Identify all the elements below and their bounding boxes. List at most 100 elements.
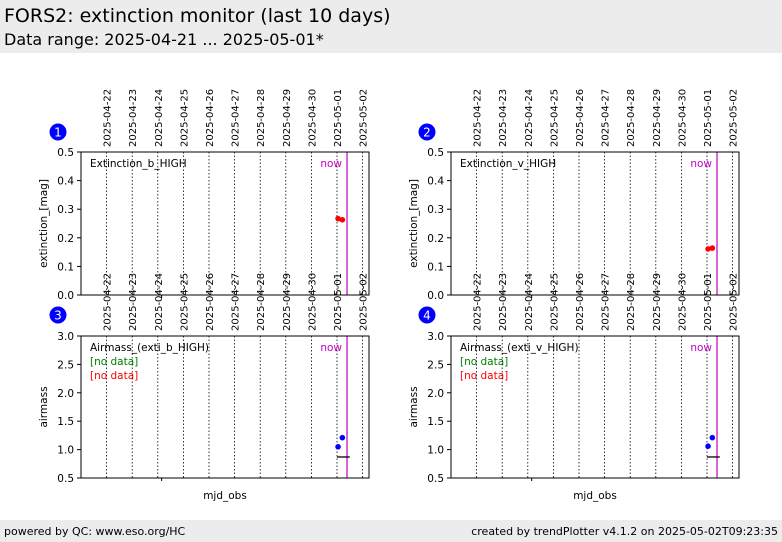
panel1-y-tick-label: 0.0 — [57, 290, 74, 302]
panel4-no-data-note: [no data] — [460, 370, 508, 382]
panel4-date-tick-label: 2025-04-23 — [498, 273, 509, 331]
panel3-date-tick-label: 2025-05-01 — [333, 273, 344, 331]
panel1-y-tick-label: 0.5 — [57, 147, 74, 159]
panel4-date-tick-label: 2025-04-29 — [652, 273, 663, 331]
panel4-date-tick-label: 2025-04-24 — [524, 273, 535, 331]
panel2-date-tick-label: 2025-04-27 — [601, 89, 612, 147]
page-footer: powered by QC: www.eso.org/HC created by… — [0, 520, 782, 542]
panel3-no-data-note: [no data] — [90, 356, 138, 368]
panel2-number-badge-label: 2 — [423, 126, 431, 140]
panel3-date-tick-label: 2025-04-24 — [154, 273, 165, 331]
panel3-y-tick-label: 3.0 — [57, 331, 74, 343]
panel3-date-tick-label: 2025-05-02 — [359, 273, 370, 331]
panel3-date-tick-label: 2025-04-27 — [231, 273, 242, 331]
panel1-now-label: now — [320, 158, 342, 170]
panel2-y-tick-label: 0.0 — [427, 290, 444, 302]
panel4-date-tick-label: 2025-04-28 — [626, 273, 637, 331]
panel2-date-tick-label: 2025-05-01 — [703, 89, 714, 147]
panel4-date-tick-label: 2025-04-30 — [677, 273, 688, 331]
panel1-series-label: Extinction_b_HIGH — [90, 158, 187, 170]
panel3-date-tick-label: 2025-04-29 — [282, 273, 293, 331]
panel1-date-tick-label: 2025-04-22 — [103, 89, 114, 147]
panel1-y-tick-label: 0.4 — [57, 176, 74, 188]
panel4-y-tick-label: 1.5 — [427, 416, 444, 428]
panel1-date-tick-label: 2025-04-29 — [282, 89, 293, 147]
panel2-date-tick-label: 2025-04-24 — [524, 89, 535, 147]
panel2-y-tick-label: 0.3 — [427, 204, 444, 216]
panel2-date-tick-label: 2025-04-26 — [575, 89, 586, 147]
panel4-date-tick-label: 2025-05-01 — [703, 273, 714, 331]
panel4-now-label: now — [690, 342, 712, 354]
footer-generator: created by trendPlotter v4.1.2 on 2025-0… — [471, 525, 778, 538]
panel4-y-tick-label: 2.0 — [427, 388, 444, 400]
panel3-y-axis-label: airmass — [38, 386, 50, 427]
panel3-data-point — [335, 443, 341, 450]
panel2-y-tick-label: 0.2 — [427, 233, 444, 245]
panel3-date-tick-label: 2025-04-22 — [103, 273, 114, 331]
panel3-axes-frame — [80, 335, 370, 479]
page-title: FORS2: extinction monitor (last 10 days) — [4, 5, 391, 27]
panel3-date-tick-label: 2025-04-28 — [256, 273, 267, 331]
panel2-date-tick-label: 2025-04-25 — [549, 89, 560, 147]
panel1-date-tick-label: 2025-04-25 — [179, 89, 190, 147]
panel3-now-label: now — [320, 342, 342, 354]
panel3-y-tick-label: 0.5 — [57, 473, 74, 485]
panel1-data-point — [339, 216, 346, 223]
panel3-number-badge — [49, 306, 67, 324]
panel3-y-tick-label: 2.0 — [57, 388, 74, 400]
panel2-date-tick-label: 2025-04-28 — [626, 89, 637, 147]
panel3-data-point — [339, 434, 346, 441]
panel4-date-tick-label: 2025-04-26 — [575, 273, 586, 331]
panel3-date-tick-label: 2025-04-25 — [179, 273, 190, 331]
panel4-number-badge — [418, 306, 436, 324]
panel3-x-axis-label: mjd_obs — [203, 490, 247, 502]
panel1-date-tick-label: 2025-04-26 — [205, 89, 216, 147]
panel1-date-tick-label: 2025-05-02 — [359, 89, 370, 147]
panel1-number-badge — [49, 123, 67, 141]
panel2-y-tick-label: 0.5 — [427, 147, 444, 159]
panel2-series-label: Extinction_v_HIGH — [460, 158, 556, 170]
page-header: FORS2: extinction monitor (last 10 days)… — [0, 0, 782, 53]
panel1-y-tick-label: 0.1 — [57, 261, 74, 273]
panel4-series-label: Airmass_(exti_v_HIGH) — [460, 342, 579, 354]
panel1-axes-frame — [80, 151, 370, 296]
panel4-x-axis-label: mjd_obs — [573, 490, 617, 502]
panel3-date-tick-label: 2025-04-26 — [205, 273, 216, 331]
panel1-y-axis-label: extinction_[mag] — [38, 179, 50, 268]
panel2-date-tick-label: 2025-04-30 — [677, 89, 688, 147]
panel4-data-point — [709, 434, 716, 441]
panel2-date-tick-label: 2025-05-02 — [729, 89, 740, 147]
panel2-y-tick-label: 0.1 — [427, 261, 444, 273]
panel4-axes-frame — [450, 335, 740, 479]
panel4-date-tick-label: 2025-04-27 — [601, 273, 612, 331]
panel3-y-tick-label: 2.5 — [57, 359, 74, 371]
panel1-data-point — [335, 215, 341, 222]
panel4-number-badge-label: 4 — [423, 309, 431, 323]
page-subtitle: Data range: 2025-04-21 ... 2025-05-01* — [4, 30, 324, 49]
panel3-series-label: Airmass_(exti_b_HIGH) — [90, 342, 209, 354]
panel2-number-badge — [418, 123, 436, 141]
panel2-data-point — [705, 246, 711, 252]
panel3-date-tick-label: 2025-04-30 — [307, 273, 318, 331]
panel2-y-axis-label: extinction_[mag] — [408, 179, 420, 268]
panel2-data-point — [709, 245, 716, 251]
panel1-y-tick-label: 0.2 — [57, 233, 74, 245]
panel1-date-tick-label: 2025-04-27 — [231, 89, 242, 147]
panel2-date-tick-label: 2025-04-29 — [652, 89, 663, 147]
panel4-date-tick-label: 2025-04-22 — [473, 273, 484, 331]
panel3-number-badge-label: 3 — [54, 309, 62, 323]
panel1-date-tick-label: 2025-04-24 — [154, 89, 165, 147]
panel4-y-tick-label: 1.0 — [427, 445, 444, 457]
panel4-y-tick-label: 3.0 — [427, 331, 444, 343]
panel4-data-point — [705, 443, 711, 449]
panel4-date-tick-label: 2025-04-25 — [549, 273, 560, 331]
panel4-y-axis-label: airmass — [408, 386, 420, 427]
panel3-date-tick-label: 2025-04-23 — [128, 273, 139, 331]
panel4-y-tick-label: 0.5 — [427, 473, 444, 485]
panel2-y-tick-label: 0.4 — [427, 176, 444, 188]
panel1-date-tick-label: 2025-04-30 — [307, 89, 318, 147]
footer-credit: powered by QC: www.eso.org/HC — [4, 525, 186, 538]
panel1-date-tick-label: 2025-04-28 — [256, 89, 267, 147]
panel2-axes-frame — [450, 151, 740, 296]
